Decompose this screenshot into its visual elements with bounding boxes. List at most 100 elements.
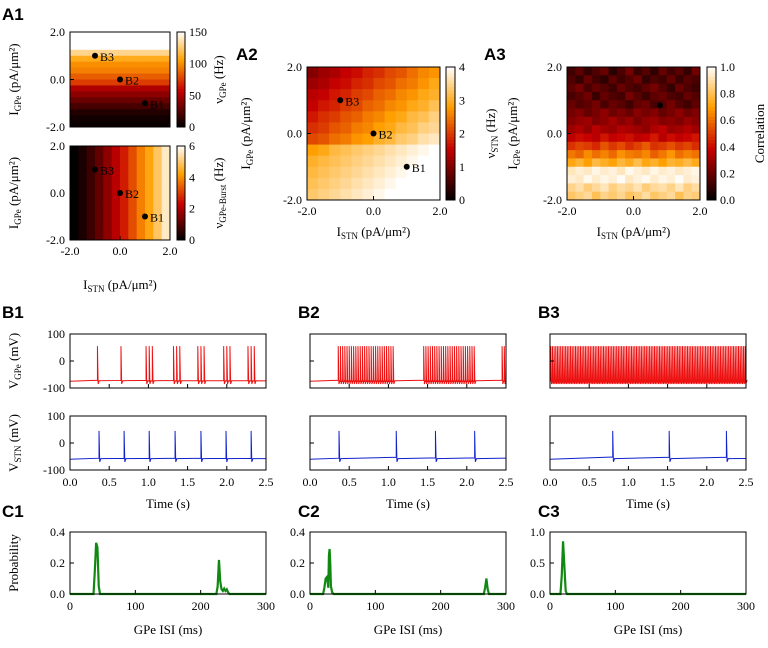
y-tick-label: 2.0 bbox=[547, 60, 562, 74]
heatmap-cell bbox=[340, 100, 352, 112]
heatmap-cell bbox=[428, 144, 441, 157]
y-tick-label: 2.0 bbox=[50, 25, 65, 39]
colorbar-segment bbox=[707, 110, 716, 115]
heatmap-cell bbox=[362, 89, 374, 101]
panel-label-b1: B1 bbox=[2, 303, 24, 322]
heatmap-cell bbox=[591, 83, 601, 93]
colorbar-segment bbox=[177, 209, 185, 213]
heatmap-cell bbox=[384, 166, 397, 179]
heatmap-cell bbox=[658, 141, 668, 151]
colorbar-segment bbox=[177, 119, 185, 123]
heatmap-cell bbox=[600, 116, 610, 126]
heatmap-cell bbox=[70, 97, 83, 104]
colorbar-segment bbox=[446, 90, 455, 95]
colorbar-tick-label: 0 bbox=[189, 233, 195, 247]
x-tick-label: 2.5 bbox=[259, 475, 274, 489]
colorbar-tick-label: 100 bbox=[189, 57, 207, 71]
colorbar-segment bbox=[707, 70, 716, 75]
x-tick-label: 0.0 bbox=[626, 204, 641, 218]
heatmap-cell bbox=[625, 75, 634, 85]
heatmap-cell bbox=[136, 146, 146, 159]
heatmap-cell bbox=[567, 108, 576, 118]
marker-point bbox=[657, 102, 664, 109]
heatmap-cell bbox=[95, 43, 108, 51]
heatmap-cell bbox=[666, 158, 676, 168]
y-tick-label: -100 bbox=[43, 463, 65, 477]
heatmap-cell bbox=[675, 158, 684, 168]
heatmap-cell bbox=[395, 177, 408, 190]
heatmap-cell bbox=[70, 169, 79, 182]
heatmap-cell bbox=[583, 133, 593, 143]
colorbar-segment bbox=[446, 100, 455, 105]
colorbar-segment bbox=[446, 110, 455, 115]
heatmap-cell bbox=[86, 204, 96, 217]
colorbar-segment bbox=[177, 157, 185, 161]
y-tick-label: 100 bbox=[47, 327, 65, 341]
colorbar-segment bbox=[707, 170, 716, 174]
heatmap-cell bbox=[641, 83, 651, 93]
heatmap-cell bbox=[591, 108, 601, 118]
colorbar-segment bbox=[446, 76, 455, 81]
heatmap-cell bbox=[395, 78, 408, 90]
colorbar-tick-label: 3 bbox=[459, 93, 465, 107]
heatmap-cell bbox=[107, 32, 121, 39]
colorbar-segment bbox=[446, 86, 455, 91]
heatmap-cell bbox=[395, 166, 408, 179]
colorbar-segment bbox=[707, 166, 716, 171]
colorbar-segment bbox=[177, 185, 185, 189]
colorbar-segment bbox=[177, 105, 185, 109]
heatmap-cell bbox=[616, 175, 626, 184]
colorbar-segment bbox=[177, 190, 185, 194]
heatmap-cell bbox=[641, 133, 651, 143]
heatmap-cell bbox=[95, 73, 108, 80]
heatmap-cell bbox=[318, 67, 330, 79]
heatmap-cell bbox=[70, 43, 83, 51]
heatmap-cell bbox=[373, 166, 386, 179]
heatmap-cell bbox=[641, 67, 651, 76]
colorbar-segment bbox=[177, 164, 185, 168]
heatmap-cell bbox=[567, 91, 576, 101]
heatmap-cell bbox=[395, 133, 408, 146]
heatmap-cell bbox=[95, 216, 104, 229]
colorbar-segment bbox=[177, 193, 185, 196]
colorbar-segment bbox=[707, 140, 716, 144]
heatmap-cell bbox=[675, 83, 684, 93]
heatmap-cell bbox=[157, 73, 171, 80]
heatmap-cell bbox=[616, 67, 626, 76]
trace-B3_gpe bbox=[549, 333, 748, 389]
heatmap-cell bbox=[373, 122, 386, 134]
colorbar-tick-label: 6 bbox=[189, 139, 195, 153]
heatmap-cell bbox=[567, 67, 576, 76]
heatmap-cell bbox=[132, 115, 146, 122]
heatmap-cell bbox=[428, 188, 441, 201]
heatmap-cell bbox=[608, 125, 618, 134]
trace-B2_stn: 0.0 0.5 1.0 1.5 2.0 2.5 Time (s) bbox=[303, 415, 514, 511]
heatmap-cell bbox=[132, 79, 146, 86]
heatmap-cell bbox=[318, 122, 330, 134]
heatmap-cell bbox=[111, 216, 121, 229]
heatmap-cell bbox=[132, 55, 146, 63]
y-tick-label: 100 bbox=[47, 409, 65, 423]
colorbar-segment bbox=[446, 103, 455, 108]
marker-point bbox=[92, 166, 98, 173]
heatmap-cell bbox=[132, 97, 146, 104]
heatmap-cell bbox=[95, 146, 104, 159]
heatmap-cell bbox=[575, 91, 585, 101]
colorbar-frame bbox=[445, 66, 456, 201]
colorbar-segment bbox=[177, 237, 185, 241]
x-tick-label: 2.0 bbox=[459, 475, 474, 489]
heatmap-cell bbox=[583, 191, 593, 201]
heatmap-cell bbox=[307, 133, 319, 146]
heatmap-cell bbox=[136, 157, 146, 170]
heatmap-cell bbox=[641, 183, 651, 193]
heatmap-cell bbox=[675, 67, 684, 76]
heatmap-cell bbox=[417, 100, 430, 112]
heatmap-cell bbox=[650, 191, 659, 201]
heatmap-cell bbox=[658, 191, 668, 201]
heatmap-cell bbox=[145, 157, 154, 170]
heatmap-cell bbox=[406, 89, 419, 101]
marker-point bbox=[92, 52, 98, 59]
heatmap-cell bbox=[641, 125, 651, 134]
colorbar-tick-label: 1 bbox=[459, 160, 465, 174]
x-tick-label: 0.0 bbox=[366, 204, 381, 218]
